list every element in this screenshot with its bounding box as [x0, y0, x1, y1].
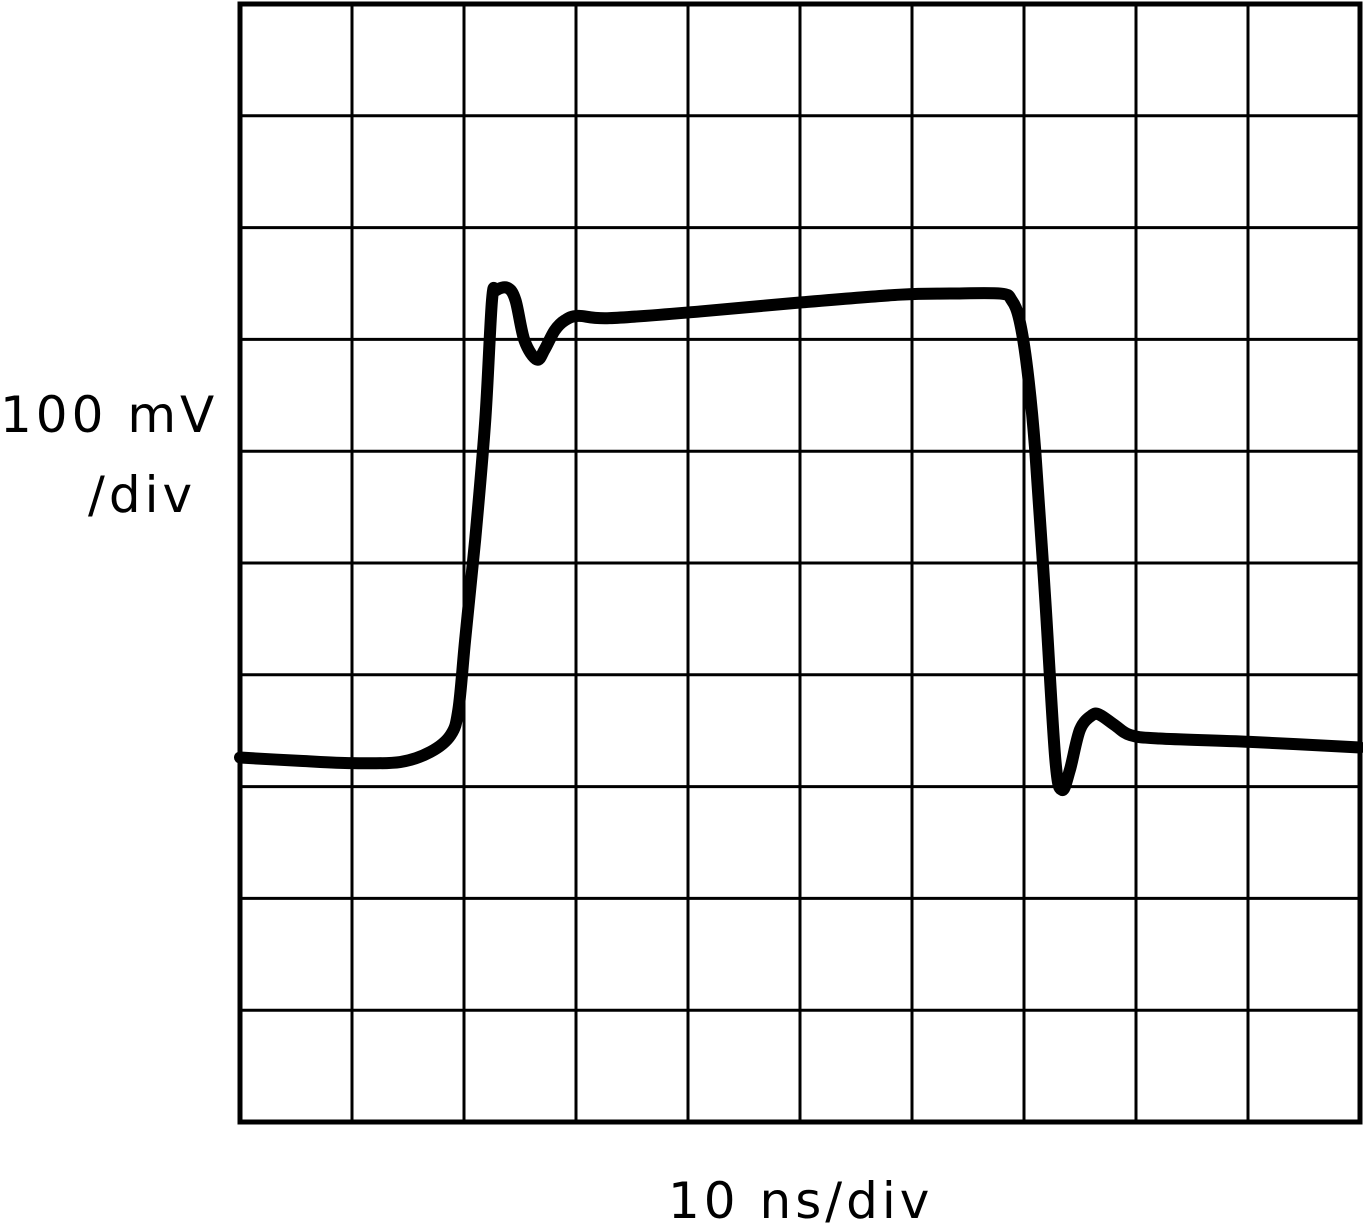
y-axis-label-line1: 100 mV [0, 386, 218, 444]
y-axis-label-line2: /div [88, 466, 196, 524]
waveform-trace [234, 281, 1363, 796]
grid [240, 4, 1360, 1122]
plot-border [237, 1, 1363, 1125]
x-axis-label: 10 ns/div [668, 1172, 933, 1230]
